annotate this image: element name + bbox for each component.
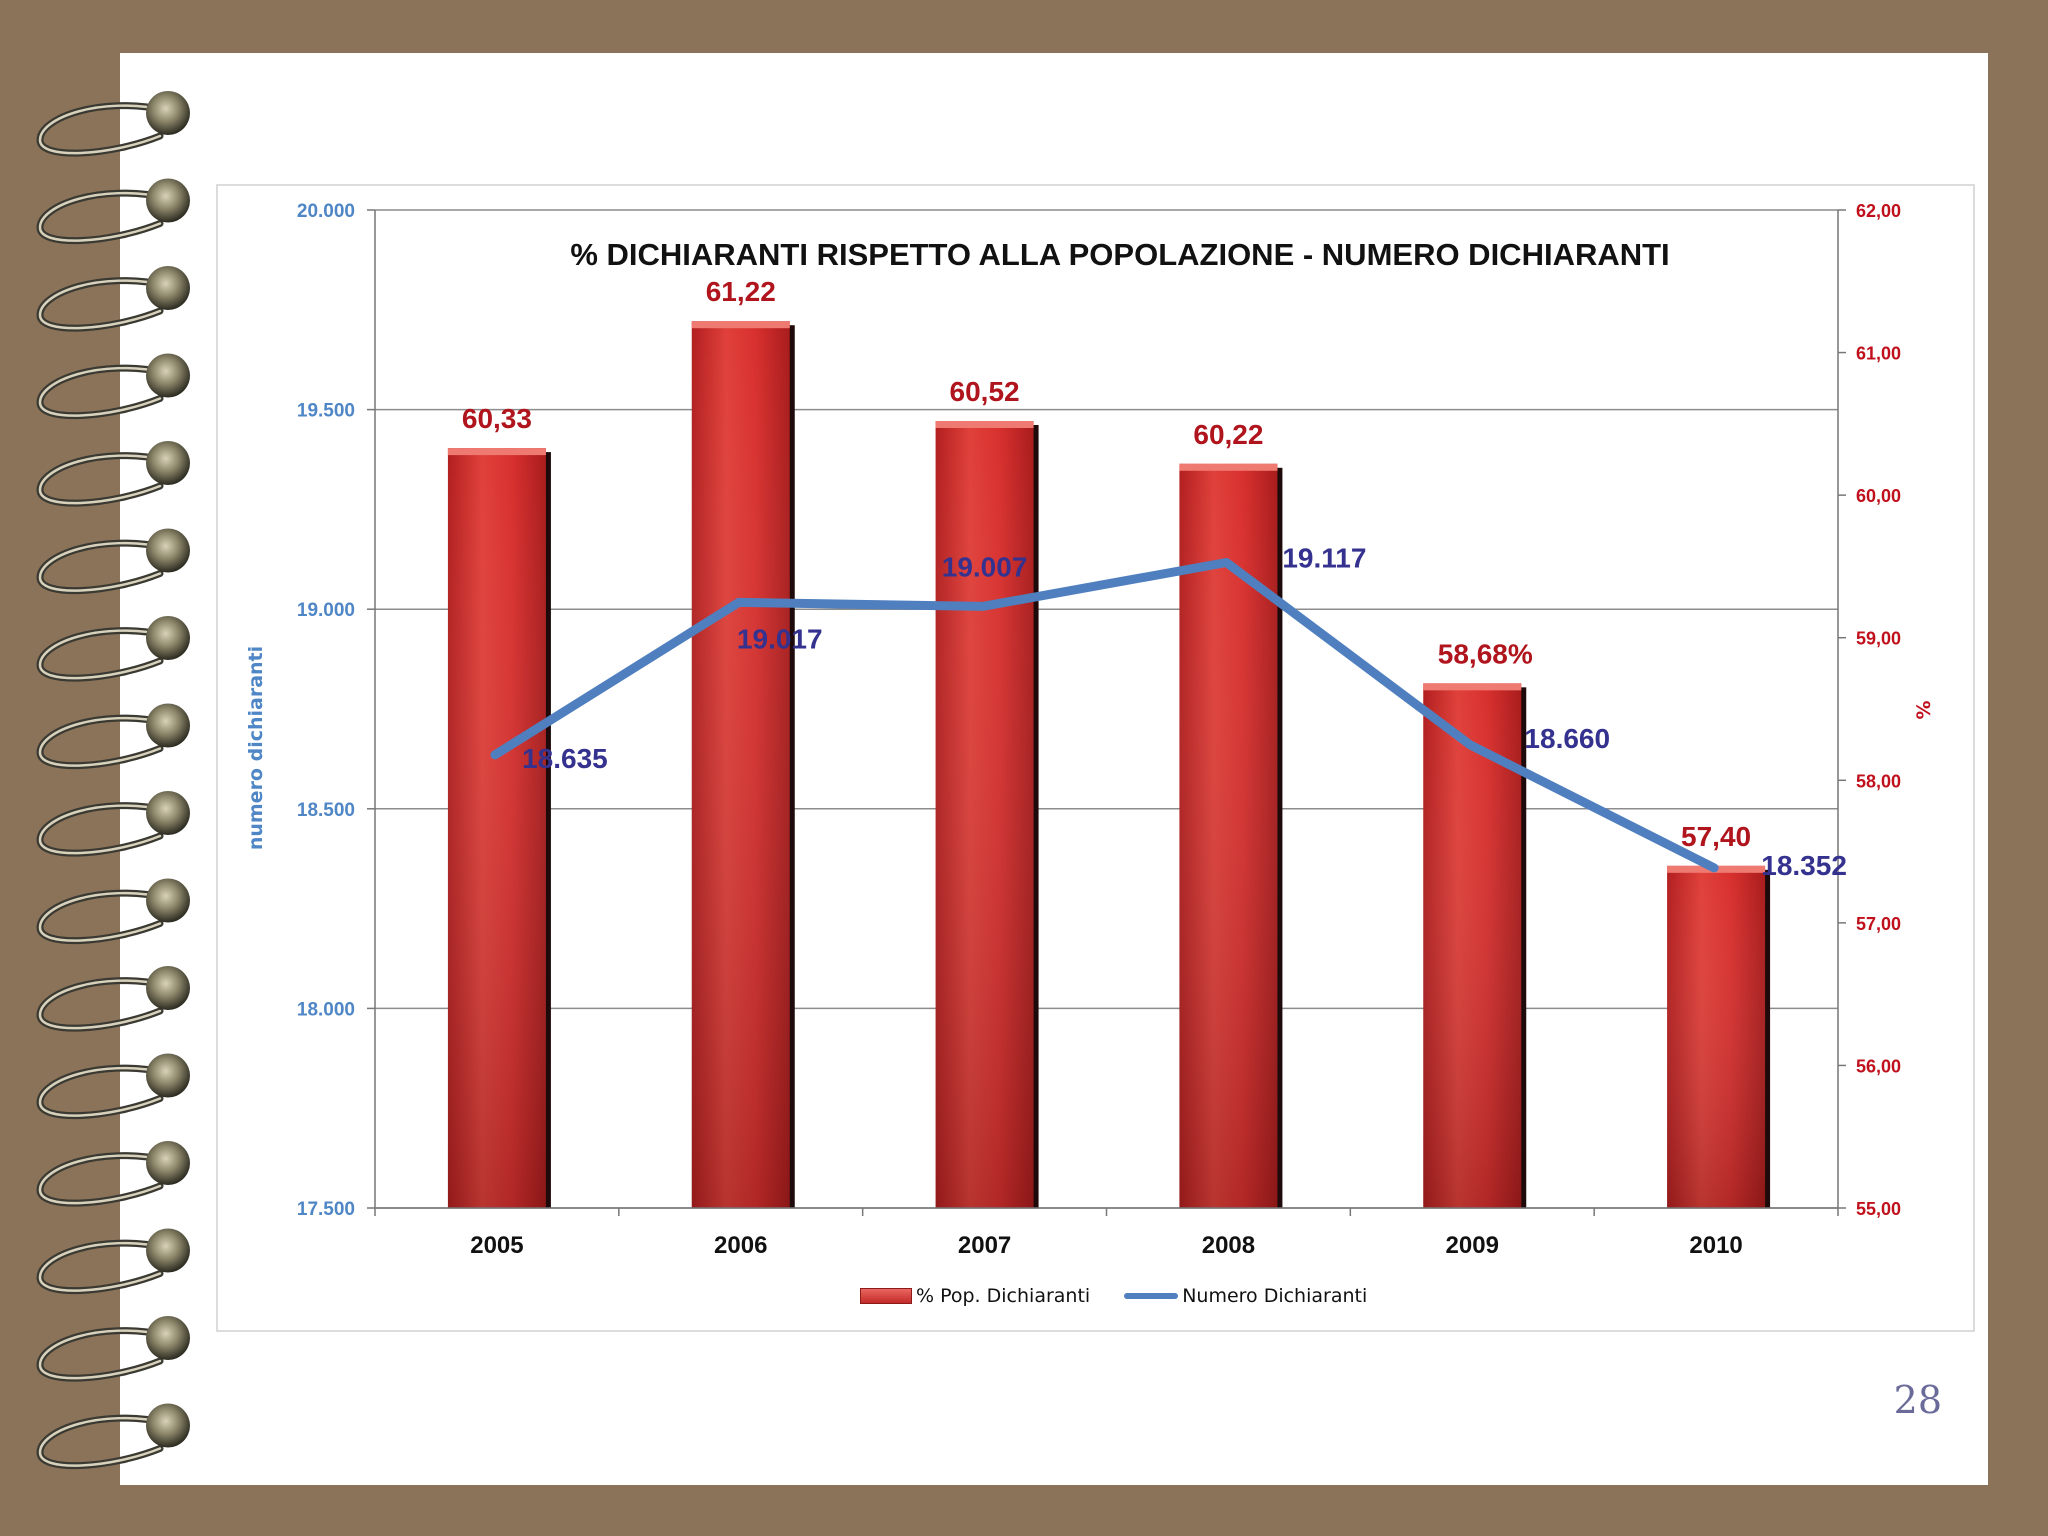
legend-line-swatch [1124,1293,1179,1299]
ring-icon [36,1053,190,1120]
left-tick-label: 18.000 [297,999,355,1020]
line-data-label: 19.017 [737,623,823,654]
ring-icon [36,1141,190,1207]
ring-icon [36,353,190,420]
legend: % Pop. Dichiaranti Numero Dichiaranti [860,1285,1401,1307]
x-tick-label: 2006 [714,1232,767,1259]
left-tick-label: 19.500 [297,401,355,422]
ring-icon [36,91,190,157]
chart-title: % DICHIARANTI RISPETTO ALLA POPOLAZIONE … [570,237,1669,272]
x-tick-label: 2007 [958,1232,1011,1259]
right-tick-label: 60,00 [1856,486,1901,506]
spiral-binding [36,91,190,1470]
legend-item-line: Numero Dichiaranti [1124,1285,1367,1307]
ring-icon [36,441,190,507]
bar [935,421,1039,1208]
ring-icon [36,1228,190,1295]
axes: 17.500 18.000 18.500 19.000 19.500 20.000 55,0… [297,201,1901,1259]
bar-data-label: 60,33 [462,403,532,434]
right-tick-label: 57,00 [1856,914,1901,934]
left-axis-label: numero dichiaranti [245,646,267,850]
ring-icon [36,266,190,332]
left-tick-label: 19.000 [297,600,355,621]
right-axis-label: % [1913,700,1935,719]
line-data-label: 19.117 [1282,542,1366,573]
right-tick-label: 58,00 [1856,771,1901,791]
bar-data-label: 58,68% [1438,638,1533,669]
bar [447,448,551,1208]
legend-item-bars: % Pop. Dichiaranti [860,1285,1090,1307]
right-tick-label: 62,00 [1856,201,1901,221]
ring-icon [36,791,190,857]
bar [1423,683,1527,1208]
legend-label-bars: % Pop. Dichiaranti [916,1285,1091,1307]
bar-data-label: 60,22 [1193,419,1263,450]
bar [1667,865,1771,1208]
data-labels: 60,33 61,22 60,52 60,22 58,68% 57,40 18.635 19.… [462,276,1847,881]
right-tick-label: 61,00 [1856,344,1901,364]
line-series [490,557,1719,873]
right-tick-label: 55,00 [1856,1199,1901,1219]
ring-icon [36,1403,190,1470]
bar [691,321,795,1209]
bar [1179,463,1283,1209]
ring-icon [36,178,190,245]
ring-icon [36,703,190,770]
ring-icon [36,528,190,595]
x-tick-label: 2009 [1446,1232,1499,1259]
line-data-label: 18.635 [522,743,608,774]
page-number: 28 [1893,1378,1942,1422]
bar-data-label: 61,22 [706,276,776,307]
line-data-label: 18.352 [1761,850,1847,881]
legend-label-line: Numero Dichiaranti [1182,1285,1368,1307]
line-data-label: 18.660 [1524,723,1610,754]
ring-icon [36,966,190,1032]
bar-data-label: 60,52 [950,376,1020,407]
right-tick-label: 56,00 [1856,1056,1901,1076]
x-tick-label: 2010 [1689,1232,1742,1259]
bar-series [447,321,1771,1209]
left-tick-label: 18.500 [297,800,355,821]
right-tick-label: 59,00 [1856,629,1901,649]
left-tick-label: 17.500 [297,1199,355,1220]
x-tick-label: 2008 [1202,1232,1255,1259]
left-tick-label: 20.000 [297,201,355,222]
line-data-label: 19.007 [942,551,1028,582]
line-numero-dichiaranti [490,557,1719,873]
bar-data-label: 57,40 [1681,821,1751,852]
ring-icon [36,616,190,682]
x-tick-label: 2005 [470,1232,523,1259]
legend-bar-swatch [860,1288,912,1304]
ring-icon [36,1316,190,1382]
ring-icon [36,878,190,945]
